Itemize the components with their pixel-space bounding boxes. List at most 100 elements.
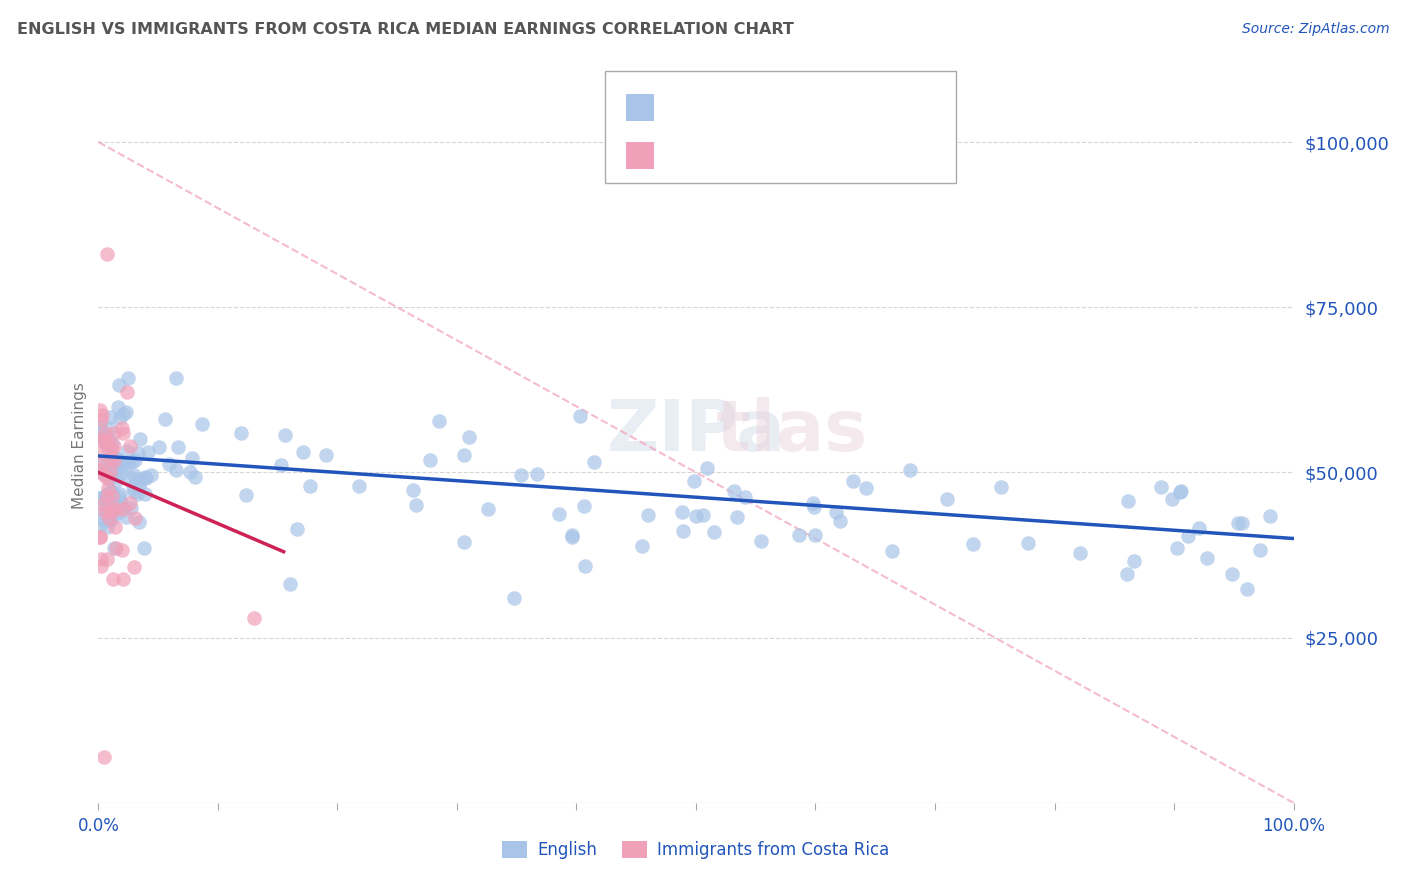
Point bbox=[583, 455, 606, 469]
Point bbox=[97, 485, 120, 500]
Point bbox=[104, 519, 127, 533]
Point bbox=[89, 517, 111, 532]
Point bbox=[104, 474, 127, 488]
Point bbox=[90, 455, 112, 469]
Point bbox=[477, 502, 499, 516]
Point bbox=[90, 433, 112, 447]
Point bbox=[104, 541, 127, 555]
Point bbox=[122, 485, 145, 500]
Point bbox=[101, 489, 124, 503]
Point bbox=[1188, 521, 1211, 535]
Point bbox=[1161, 492, 1184, 507]
Point bbox=[882, 544, 904, 558]
Point bbox=[114, 405, 136, 419]
Point bbox=[696, 461, 718, 475]
Point bbox=[141, 468, 163, 483]
Point bbox=[101, 449, 124, 463]
Point bbox=[734, 491, 756, 505]
Point bbox=[270, 458, 292, 473]
Point bbox=[235, 487, 257, 501]
Point bbox=[98, 513, 121, 527]
Point bbox=[1258, 509, 1281, 524]
Point bbox=[830, 514, 852, 528]
Point bbox=[962, 537, 984, 551]
Point bbox=[299, 479, 322, 493]
Point bbox=[98, 472, 121, 486]
Point bbox=[111, 543, 134, 558]
Point bbox=[503, 591, 526, 605]
Point bbox=[89, 403, 111, 417]
Point bbox=[1236, 582, 1258, 596]
Point bbox=[803, 528, 825, 542]
Point bbox=[93, 504, 115, 518]
Point bbox=[117, 371, 139, 385]
Point bbox=[1116, 567, 1139, 582]
Point bbox=[1150, 480, 1173, 494]
Point bbox=[96, 551, 118, 566]
Point bbox=[103, 450, 125, 464]
Point bbox=[100, 502, 122, 516]
Point bbox=[90, 409, 112, 423]
Point bbox=[179, 465, 201, 479]
Point bbox=[120, 500, 142, 515]
Point bbox=[184, 470, 207, 484]
Point bbox=[93, 749, 115, 764]
Point bbox=[453, 534, 475, 549]
Point bbox=[128, 515, 150, 529]
Point bbox=[96, 247, 118, 261]
Point bbox=[98, 465, 121, 479]
Point bbox=[108, 458, 131, 472]
Text: R = -0.229   N =  49: R = -0.229 N = 49 bbox=[668, 146, 851, 164]
Point bbox=[803, 500, 825, 515]
Point bbox=[103, 426, 125, 441]
Point bbox=[1195, 551, 1218, 566]
Point bbox=[117, 454, 139, 468]
Point bbox=[104, 458, 127, 472]
Point bbox=[97, 481, 120, 495]
Point bbox=[114, 455, 136, 469]
Point bbox=[103, 501, 125, 516]
Point bbox=[278, 577, 301, 591]
Point bbox=[103, 454, 125, 468]
Text: tlas: tlas bbox=[716, 397, 868, 467]
Point bbox=[165, 463, 187, 477]
Point bbox=[101, 436, 124, 450]
Point bbox=[1170, 483, 1192, 498]
Point bbox=[96, 491, 118, 505]
Point bbox=[108, 505, 131, 519]
Text: ENGLISH VS IMMIGRANTS FROM COSTA RICA MEDIAN EARNINGS CORRELATION CHART: ENGLISH VS IMMIGRANTS FROM COSTA RICA ME… bbox=[17, 22, 794, 37]
Point bbox=[93, 434, 115, 449]
Text: R = -0.344   N = 160: R = -0.344 N = 160 bbox=[668, 98, 856, 116]
Point bbox=[125, 487, 148, 501]
Point bbox=[1230, 516, 1253, 530]
Point bbox=[93, 433, 115, 447]
Point bbox=[101, 494, 124, 508]
Point bbox=[1249, 543, 1271, 558]
Point bbox=[572, 499, 595, 513]
Point bbox=[526, 467, 548, 482]
Point bbox=[453, 448, 475, 462]
Point bbox=[692, 508, 714, 523]
Point bbox=[117, 444, 139, 458]
Point bbox=[96, 489, 118, 503]
Point bbox=[98, 409, 121, 424]
Point bbox=[787, 528, 810, 542]
Point bbox=[107, 378, 129, 392]
Point bbox=[121, 455, 143, 469]
Point bbox=[122, 467, 145, 482]
Y-axis label: Median Earnings: Median Earnings bbox=[72, 383, 87, 509]
Point bbox=[115, 384, 138, 399]
Point bbox=[1226, 516, 1249, 530]
Point bbox=[100, 458, 122, 472]
Point bbox=[132, 541, 155, 555]
Point bbox=[89, 419, 111, 434]
Text: ZIPa: ZIPa bbox=[606, 397, 786, 467]
Point bbox=[91, 444, 114, 458]
Point bbox=[574, 558, 596, 573]
Point bbox=[124, 511, 146, 525]
Point bbox=[1220, 566, 1243, 581]
Point bbox=[111, 426, 134, 441]
Point bbox=[122, 559, 145, 574]
Point bbox=[548, 507, 571, 521]
Point bbox=[1123, 554, 1146, 568]
